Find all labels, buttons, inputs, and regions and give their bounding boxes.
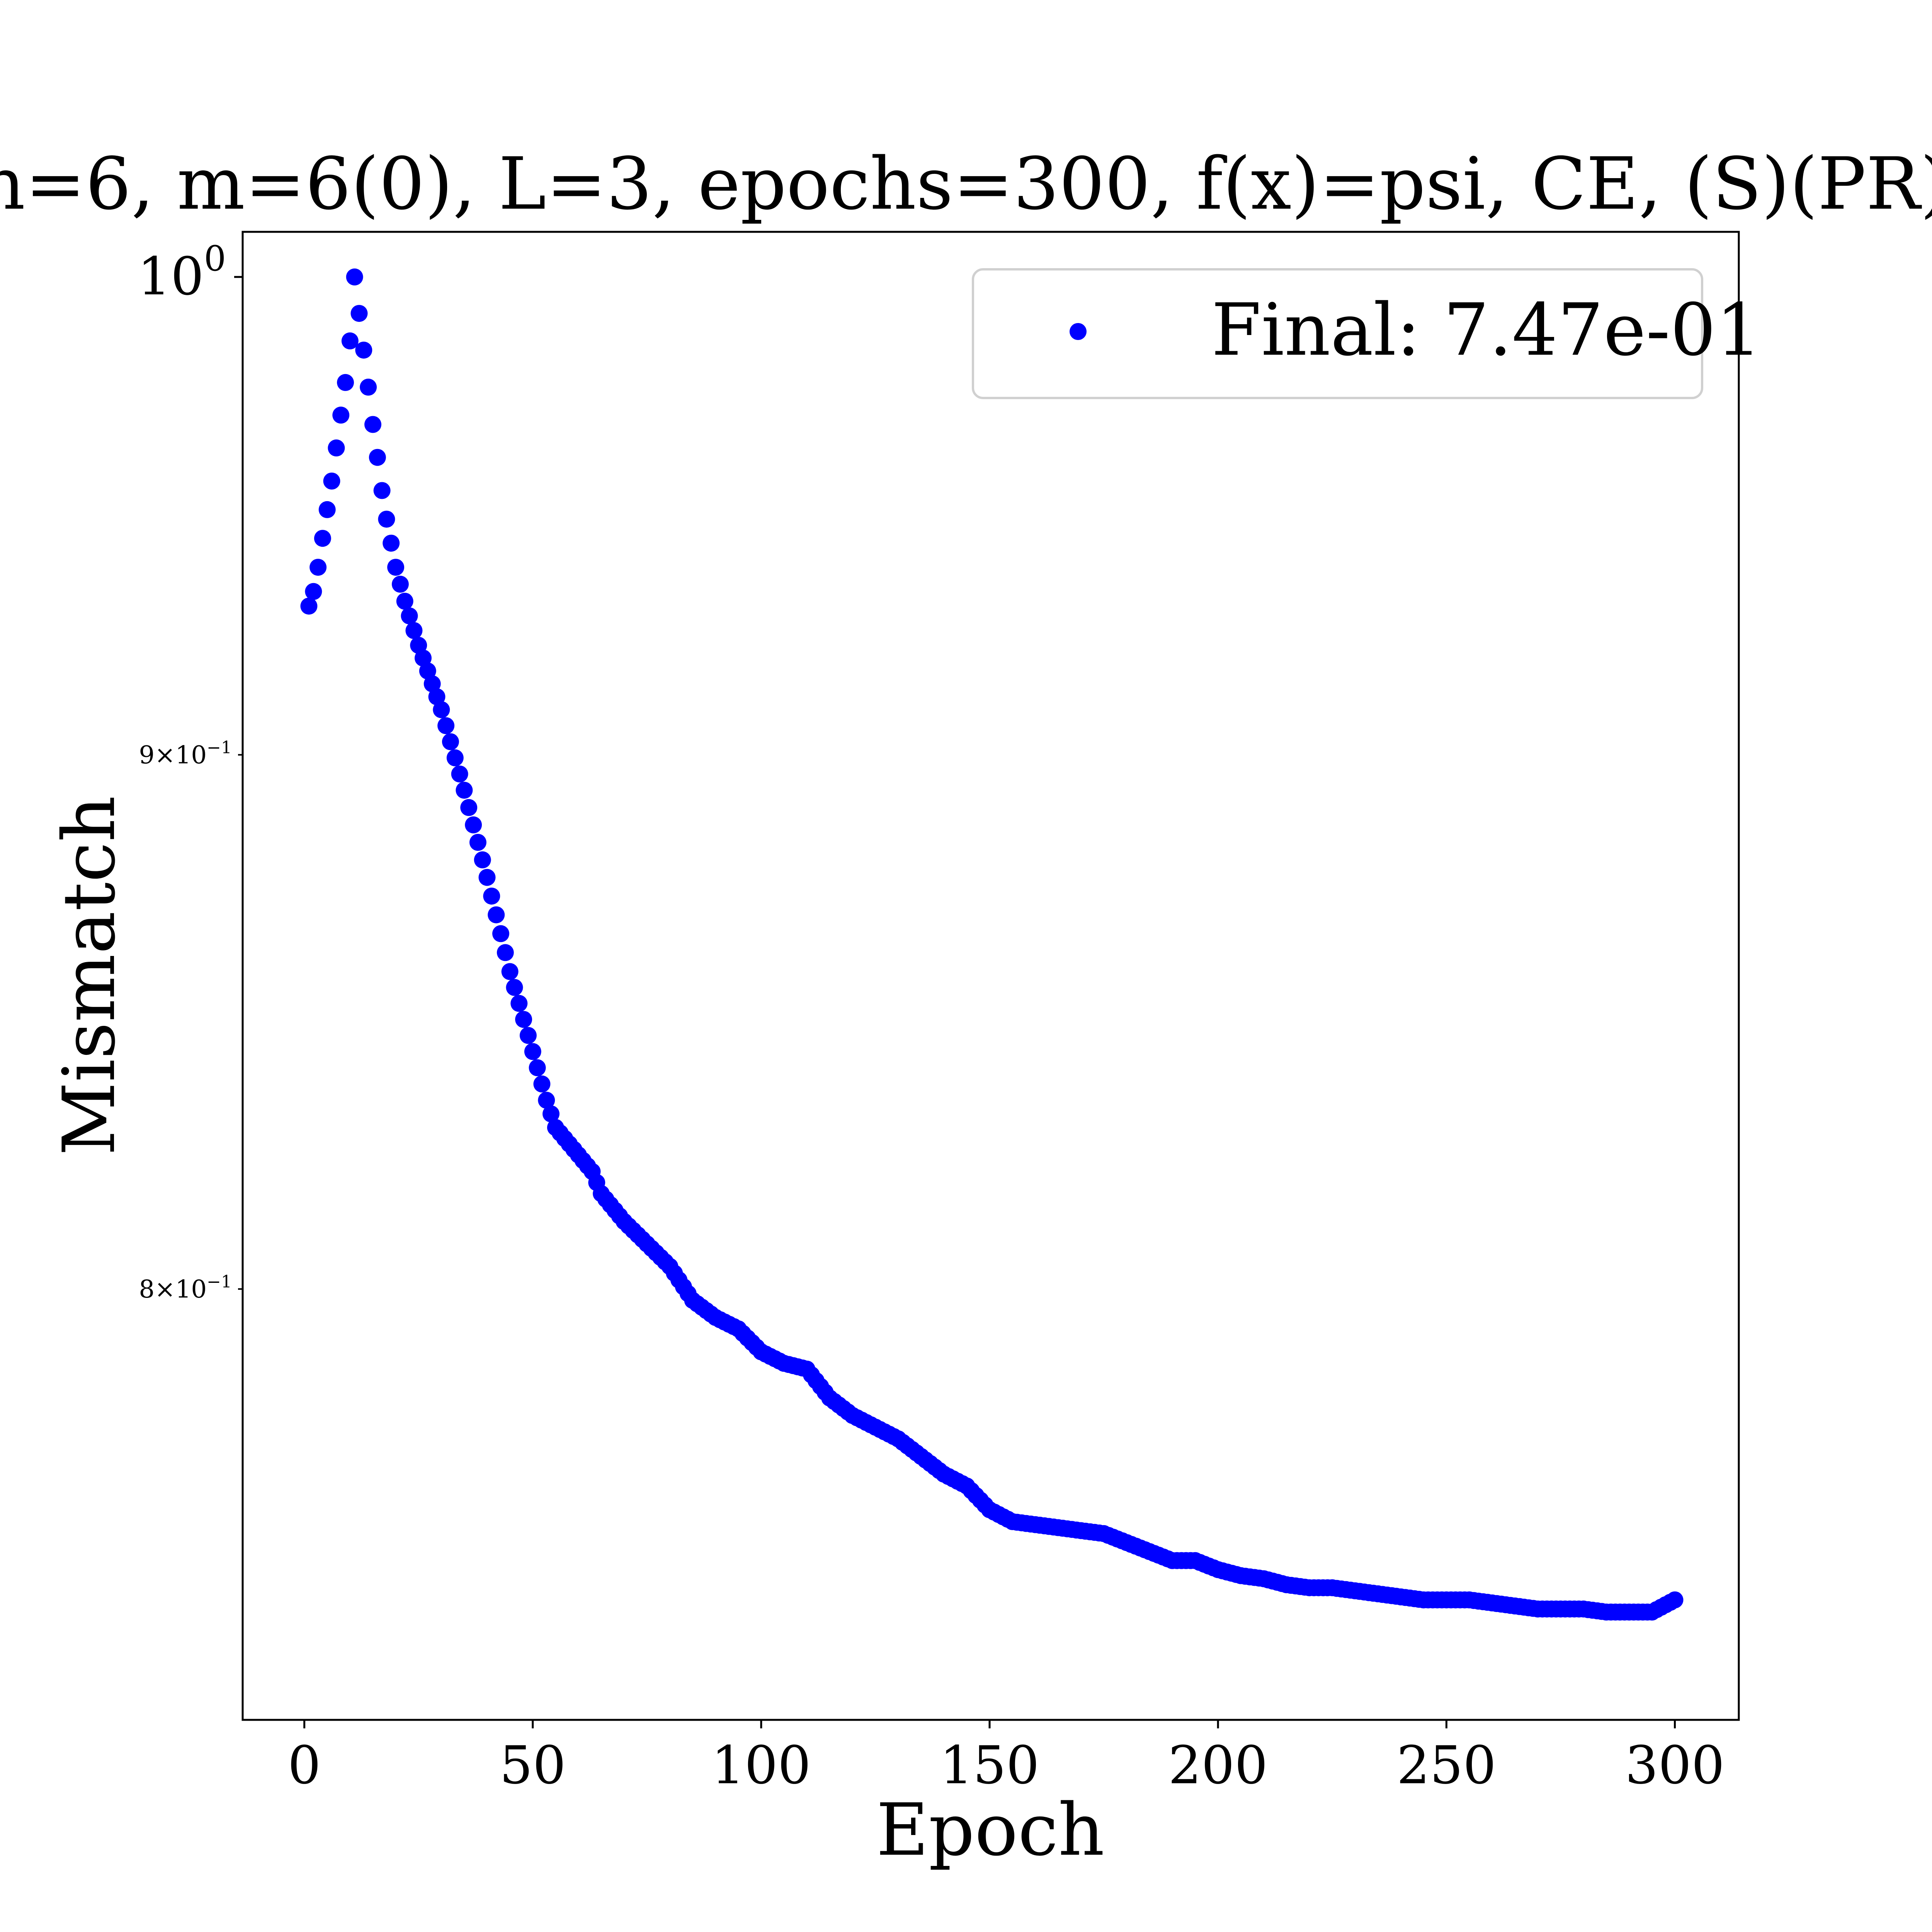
data-point — [428, 688, 446, 706]
data-point — [305, 583, 322, 600]
data-point — [506, 979, 523, 996]
x-tick-label: 50 — [500, 1735, 566, 1796]
x-axis: 0 50 100 150 200 250 300 — [288, 1720, 1725, 1796]
data-point — [415, 650, 432, 667]
data-point — [387, 559, 405, 576]
data-point — [300, 597, 318, 615]
data-point — [538, 1092, 555, 1109]
data-point — [410, 637, 427, 654]
data-point — [310, 559, 327, 576]
data-point — [543, 1105, 560, 1122]
data-point — [314, 530, 331, 547]
data-point — [405, 622, 423, 639]
y-axis-label: Mismatch — [47, 796, 131, 1155]
data-point — [524, 1043, 541, 1060]
y-tick-exponent: −1 — [207, 1272, 232, 1292]
x-tick-label: 250 — [1396, 1735, 1496, 1796]
data-point — [391, 575, 409, 593]
data-points — [300, 268, 1684, 1621]
data-point — [474, 851, 491, 869]
data-point — [328, 439, 345, 457]
data-point — [423, 675, 441, 692]
data-point — [396, 593, 413, 610]
chart-title: n=6, m=6(0), L=3, epochs=300, f(x)=psi, … — [0, 142, 1932, 226]
data-point — [510, 995, 528, 1012]
data-point — [433, 701, 450, 718]
x-tick-label: 200 — [1168, 1735, 1268, 1796]
data-point — [373, 482, 391, 499]
data-point — [341, 332, 359, 350]
data-point — [323, 473, 340, 490]
y-tick-label: 100 — [138, 238, 226, 307]
y-tick-mantissa: 8×10 — [139, 1275, 207, 1304]
data-point — [350, 305, 368, 322]
data-point — [360, 378, 377, 396]
y-tick-mantissa: 9×10 — [139, 741, 207, 769]
data-point — [1666, 1591, 1684, 1609]
y-tick-exponent: −1 — [207, 738, 232, 757]
data-point — [497, 944, 514, 961]
data-point — [501, 963, 519, 980]
data-point — [492, 925, 509, 942]
data-point — [478, 869, 496, 886]
data-point — [337, 374, 354, 391]
data-point — [355, 342, 372, 359]
data-point — [451, 765, 468, 783]
x-axis-label: Epoch — [876, 1788, 1105, 1872]
data-point — [419, 662, 436, 680]
plot-frame — [242, 231, 1740, 1721]
data-point — [346, 268, 363, 286]
legend-marker — [1070, 323, 1087, 340]
data-point — [515, 1011, 532, 1028]
data-point — [529, 1059, 546, 1077]
data-point — [533, 1075, 551, 1093]
x-tick-label: 150 — [940, 1735, 1039, 1796]
legend: Final: 7.47e-01 — [972, 268, 1762, 399]
data-point — [383, 534, 400, 552]
data-point — [483, 888, 500, 905]
legend-label: Final: 7.47e-01 — [1211, 288, 1762, 372]
data-point — [378, 510, 395, 528]
data-point — [442, 733, 459, 750]
data-point — [401, 607, 418, 624]
data-point — [465, 816, 482, 833]
data-point — [318, 501, 336, 518]
x-tick-label: 300 — [1625, 1735, 1725, 1796]
legend-box — [972, 268, 1703, 399]
x-tick-label: 0 — [288, 1735, 321, 1796]
data-point — [488, 906, 505, 923]
data-point — [369, 449, 386, 466]
data-point — [469, 834, 486, 851]
y-tick-exponent: 0 — [204, 238, 226, 279]
data-point — [437, 717, 455, 735]
x-tick-label: 100 — [711, 1735, 811, 1796]
data-point — [446, 749, 464, 767]
data-point — [332, 406, 350, 424]
data-point — [460, 799, 478, 816]
y-tick-label: 9×10−1 — [139, 738, 232, 769]
y-tick-label: 8×10−1 — [139, 1272, 232, 1304]
y-tick-mantissa: 10 — [138, 246, 204, 307]
data-point — [456, 782, 473, 799]
data-point — [519, 1027, 537, 1044]
data-point — [364, 416, 381, 433]
